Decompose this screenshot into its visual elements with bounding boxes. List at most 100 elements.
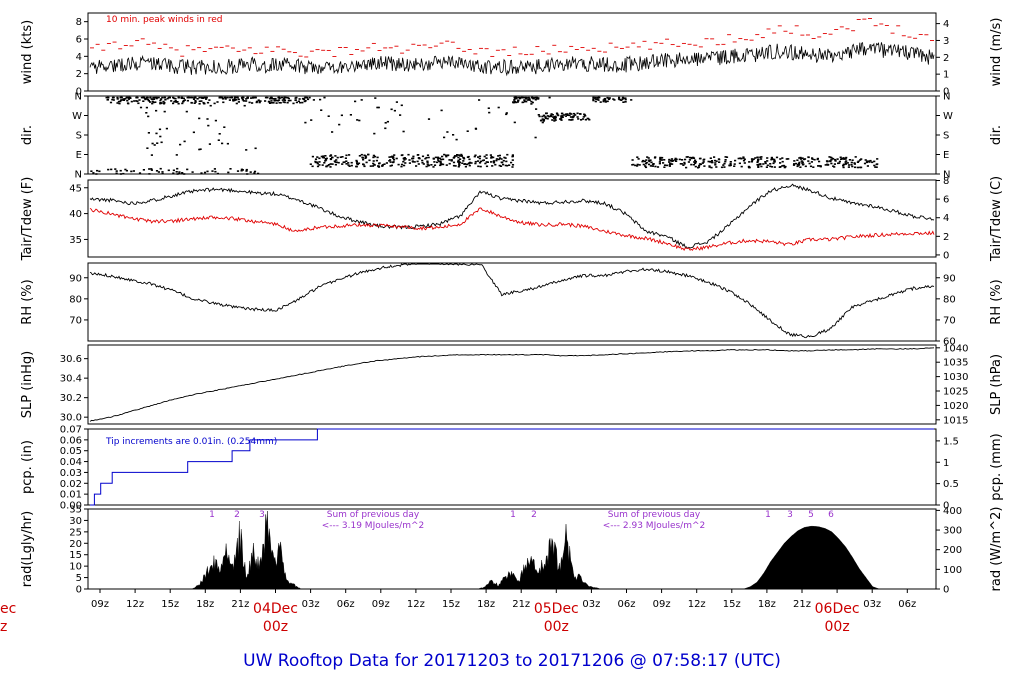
dir-dot	[162, 102, 166, 105]
dir-dot	[142, 169, 145, 171]
dir-dot	[161, 96, 164, 99]
dir-dot	[650, 161, 653, 164]
pcp-line	[90, 428, 934, 506]
ytick-label-right-6-0: 0	[943, 585, 949, 596]
dir-dot	[495, 158, 498, 160]
ytick-label-right-6-3: 300	[943, 526, 962, 537]
xtick-label-2: 15z	[161, 599, 179, 610]
dir-dot	[361, 156, 364, 159]
dir-dot	[463, 157, 466, 160]
dir-dot	[295, 96, 298, 99]
dir-dot	[333, 160, 336, 162]
dir-dot	[489, 154, 492, 156]
dir-dot	[356, 119, 359, 121]
dir-dot	[756, 163, 759, 166]
dir-dot	[240, 168, 243, 171]
dir-dot	[334, 161, 337, 163]
dir-dot	[299, 101, 302, 104]
ylabel-right-0: wind (m/s)	[989, 18, 1004, 87]
dir-dot	[548, 96, 551, 99]
dir-dot	[336, 156, 339, 159]
dir-tick-label-left-2: S	[76, 131, 82, 142]
dir-dot	[842, 166, 845, 169]
dir-dot	[139, 106, 143, 109]
dir-dot	[321, 164, 324, 166]
dir-dot	[182, 100, 185, 102]
rad-area	[90, 510, 934, 590]
dir-dot	[618, 98, 621, 101]
dir-dot	[490, 161, 493, 163]
ylabel-right-1: dir.	[989, 125, 1004, 145]
dir-dot	[683, 163, 686, 165]
dir-dot	[675, 160, 678, 162]
dir-dot	[226, 96, 229, 99]
dir-dot	[433, 161, 436, 163]
dir-dot	[515, 101, 518, 104]
dir-dot	[528, 98, 531, 100]
dir-dot	[254, 96, 257, 99]
dir-dot	[249, 171, 252, 173]
dir-dot	[766, 164, 769, 167]
rad-hour-mark-5: 1	[765, 510, 771, 520]
ytick-label-right-5-3: 1.5	[943, 436, 959, 447]
dir-dot	[95, 173, 98, 175]
dir-dot	[246, 96, 249, 99]
dir-dot	[416, 160, 419, 163]
dir-dot	[802, 163, 805, 165]
dir-dot	[557, 114, 560, 117]
dir-dot	[498, 154, 501, 157]
dir-dot	[124, 98, 127, 100]
dir-dot	[765, 166, 768, 168]
dir-dot	[723, 166, 726, 168]
dir-dot	[440, 109, 443, 112]
dir-dot	[206, 118, 209, 120]
dir-dot	[203, 102, 206, 105]
dir-dot	[452, 157, 455, 159]
dir-dot	[119, 169, 122, 172]
dir-dot	[564, 115, 567, 117]
dir-dot	[534, 98, 537, 101]
dir-dot	[542, 119, 546, 121]
dir-dot	[463, 163, 466, 165]
dir-dot	[437, 159, 440, 161]
dir-dot	[516, 101, 519, 103]
ytick-label-left-3-2: 90	[69, 273, 82, 284]
dir-dot	[243, 104, 246, 107]
dir-dot	[853, 162, 856, 164]
dir-dot	[535, 97, 539, 100]
dir-dot	[129, 96, 132, 99]
day-label-time-0: 00z	[263, 619, 288, 635]
dir-dot	[523, 99, 526, 101]
dir-dot	[630, 99, 633, 101]
dir-dot	[376, 156, 379, 159]
dir-dot	[838, 160, 841, 163]
dir-dot	[466, 156, 469, 158]
dir-dot	[176, 101, 179, 103]
dir-dot	[326, 164, 329, 167]
dir-dot	[581, 118, 585, 120]
dir-dot	[624, 97, 627, 99]
dir-dot	[495, 159, 498, 162]
dir-dot	[314, 160, 317, 163]
dir-dot	[747, 165, 750, 168]
dir-dot	[580, 119, 583, 121]
dir-dot	[390, 164, 393, 167]
dir-dot	[241, 97, 244, 100]
dir-dot	[404, 158, 407, 160]
ytick-label-left-4-1: 30.2	[60, 393, 82, 404]
dir-dot	[165, 127, 168, 130]
dir-dot	[403, 164, 406, 167]
dir-dot	[544, 117, 547, 119]
dir-dot	[445, 164, 448, 166]
dir-dot	[194, 100, 197, 102]
dir-dot	[752, 158, 755, 160]
dir-dot	[142, 100, 145, 102]
dir-dot	[147, 132, 150, 134]
dir-dot	[787, 158, 790, 160]
dir-dot	[198, 148, 201, 151]
dir-dot	[319, 98, 322, 101]
dir-dot	[818, 165, 821, 167]
dir-dot	[240, 169, 243, 172]
ytick-label-right-0-4: 4	[943, 19, 949, 30]
dir-dot	[442, 163, 445, 166]
